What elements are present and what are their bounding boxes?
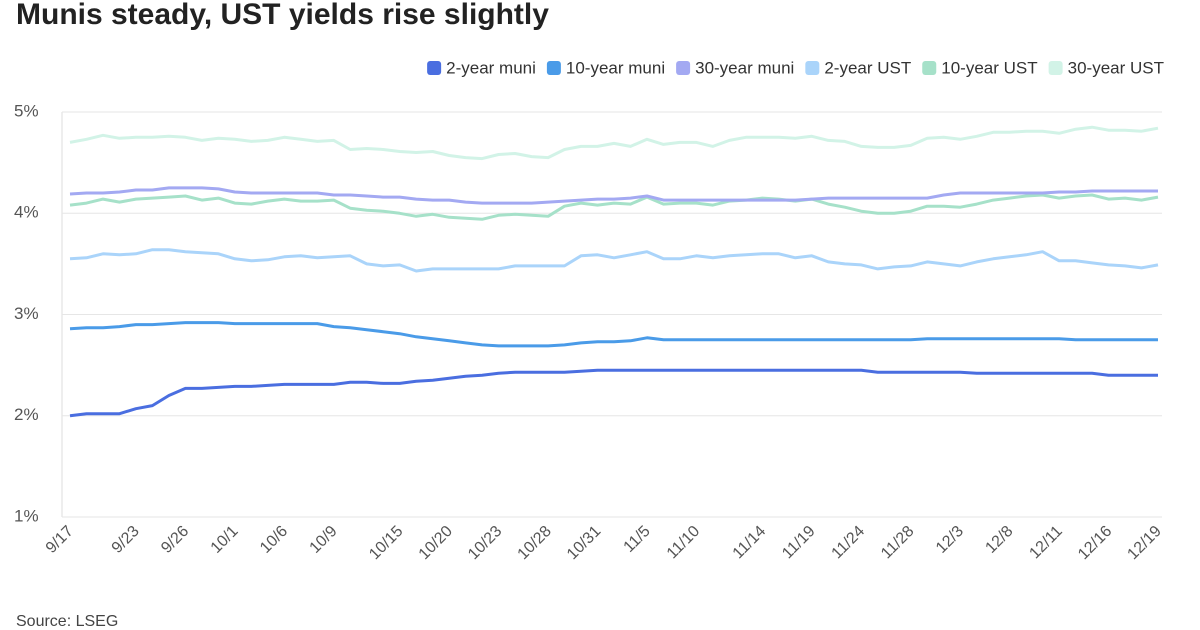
legend-swatch bbox=[922, 61, 937, 75]
x-tick-label: 10/1 bbox=[208, 523, 242, 557]
legend-label: 2-year muni bbox=[446, 58, 536, 77]
source: Source: LSEG bbox=[16, 613, 118, 630]
legend-swatch bbox=[1048, 61, 1063, 75]
series-line bbox=[69, 248, 1159, 273]
x-tick-label: 10/28 bbox=[515, 523, 555, 563]
legend-swatch bbox=[805, 61, 820, 75]
x-tick-label: 9/17 bbox=[43, 523, 77, 557]
legend-label: 10-year muni bbox=[566, 58, 665, 77]
series-line bbox=[69, 193, 1159, 221]
legend-label: 2-year UST bbox=[824, 58, 911, 77]
x-tick-label: 10/6 bbox=[257, 523, 291, 557]
x-tick-label: 11/5 bbox=[621, 523, 654, 556]
legend-label: 10-year UST bbox=[941, 58, 1037, 77]
series-line bbox=[69, 186, 1158, 205]
x-tick-label: 9/23 bbox=[109, 523, 143, 557]
legend-swatch bbox=[546, 61, 561, 75]
x-tick-label: 12/16 bbox=[1075, 523, 1115, 563]
y-tick-label: 3% bbox=[14, 304, 39, 323]
x-tick-label: 11/24 bbox=[829, 523, 869, 563]
y-tick-label: 1% bbox=[14, 506, 39, 525]
series-line bbox=[69, 321, 1158, 348]
x-tick-label: 12/11 bbox=[1026, 523, 1066, 563]
series-line bbox=[69, 368, 1158, 418]
legend: 2-year muni 10-year muni 30-year muni 2-yea… bbox=[427, 58, 1164, 77]
x-tick-label: 10/15 bbox=[366, 523, 406, 563]
x-tick-label: 10/23 bbox=[465, 523, 505, 563]
x-tick-label: 11/19 bbox=[779, 523, 819, 563]
x-tick-label: 11/14 bbox=[730, 523, 770, 563]
legend-swatch bbox=[676, 61, 691, 75]
x-tick-label: 11/28 bbox=[878, 523, 918, 563]
x-tick-label: 12/3 bbox=[933, 523, 967, 557]
legend-label: 30-year UST bbox=[1068, 58, 1164, 77]
series-line bbox=[69, 125, 1159, 161]
x-tick-label: 10/20 bbox=[416, 523, 456, 563]
x-tick-label: 12/8 bbox=[982, 523, 1016, 557]
x-tick-label: 9/26 bbox=[158, 523, 192, 557]
y-tick-label: 4% bbox=[14, 203, 39, 222]
chart-title: Munis steady, UST yields rise slightly bbox=[16, 0, 549, 31]
x-tick-label: 12/19 bbox=[1124, 523, 1164, 563]
legend-swatch bbox=[427, 61, 442, 75]
y-tick-label: 5% bbox=[14, 101, 39, 120]
y-tick-label: 2% bbox=[14, 405, 39, 424]
legend-label: 30-year muni bbox=[695, 58, 794, 77]
x-tick-label: 10/31 bbox=[564, 523, 604, 563]
x-tick-label: 11/10 bbox=[664, 523, 704, 563]
x-tick-label: 10/9 bbox=[307, 523, 341, 557]
